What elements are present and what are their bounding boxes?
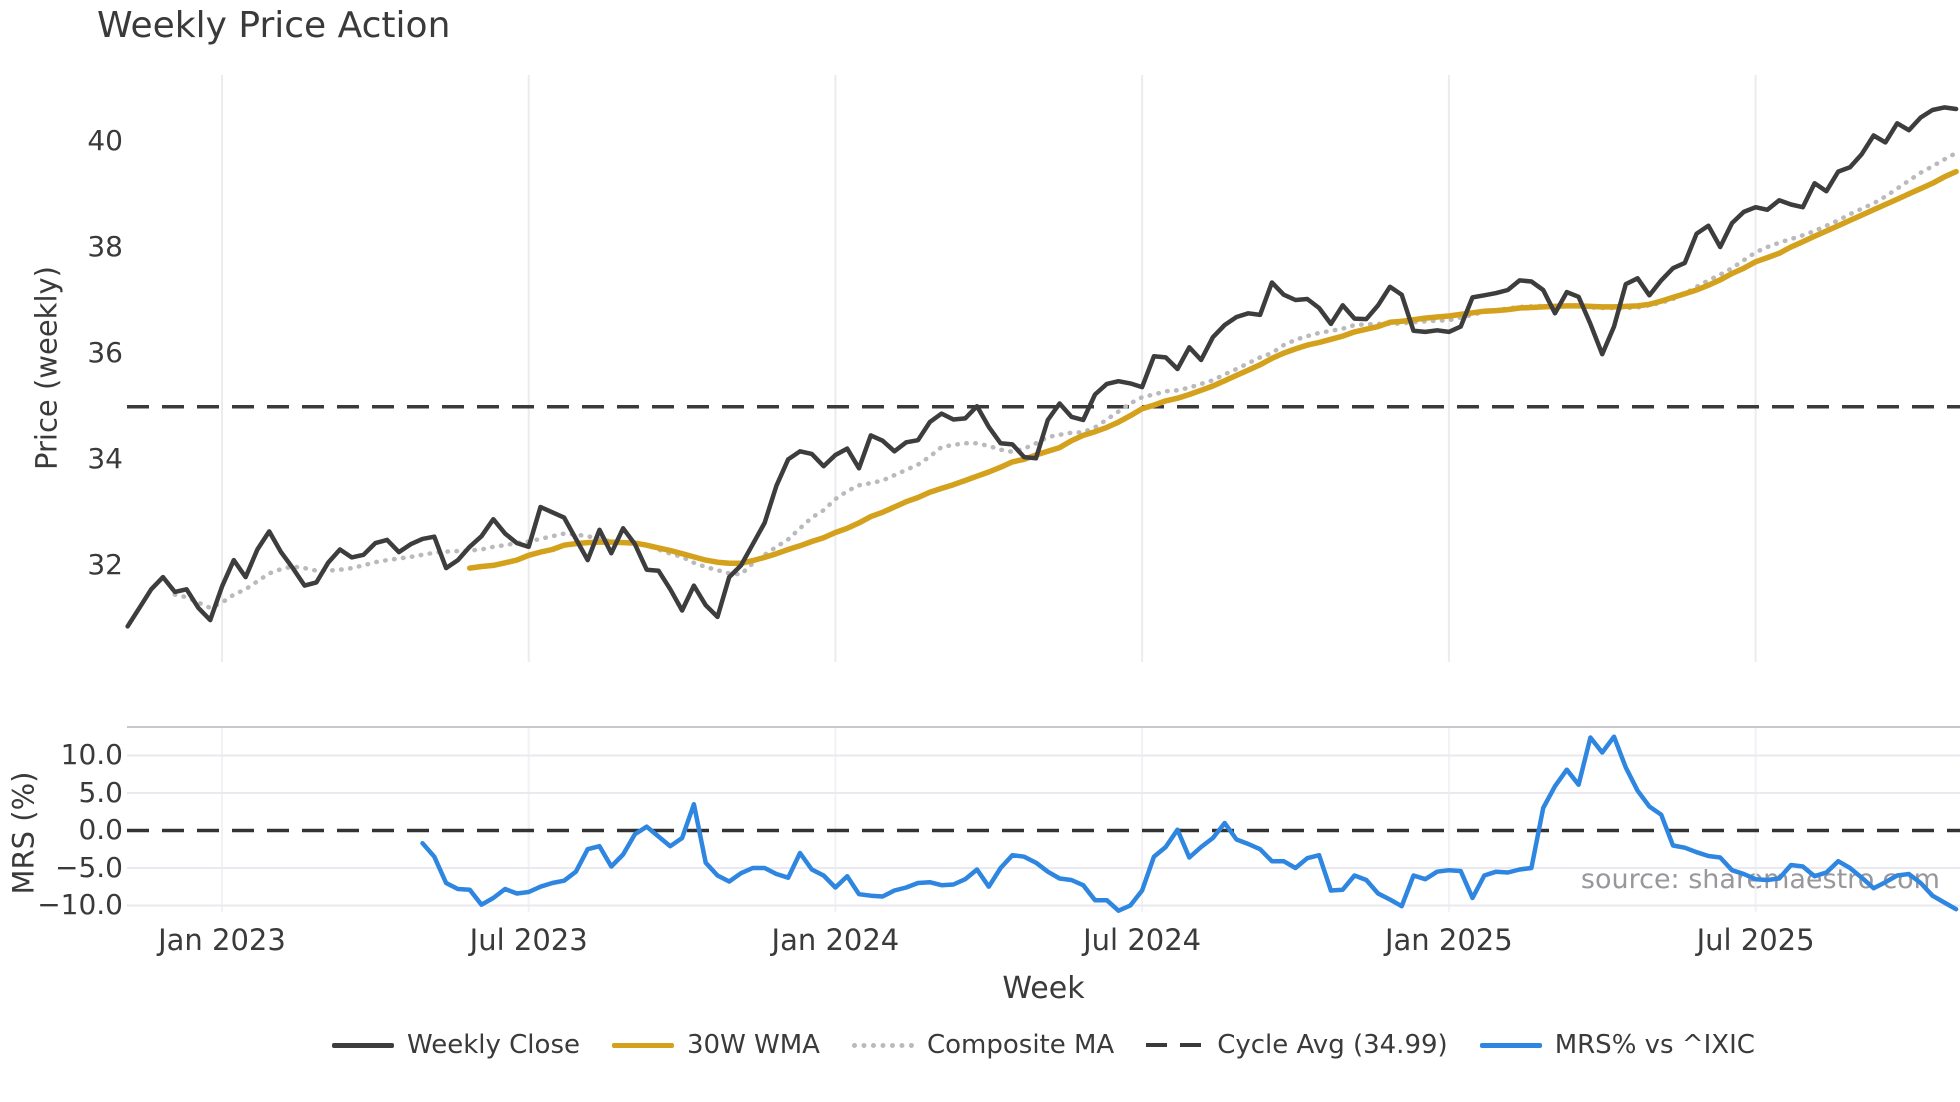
x-axis-label: Week	[1002, 971, 1085, 1006]
mrs-ytick: 5.0	[78, 775, 123, 809]
legend-label: Weekly Close	[407, 1030, 580, 1060]
mrs-ytick: 0.0	[78, 813, 123, 847]
price-ytick: 32	[87, 548, 123, 582]
chart-title: Weekly Price Action	[97, 5, 451, 46]
legend-swatch-solid	[1479, 1042, 1542, 1048]
legend-item: MRS% vs ^IXIC	[1479, 1030, 1755, 1060]
legend-label: 30W WMA	[686, 1030, 820, 1060]
legend-swatch-dashed	[1146, 1043, 1205, 1047]
price-ytick: 34	[87, 442, 123, 476]
legend-label: MRS% vs ^IXIC	[1554, 1030, 1755, 1060]
mrs-axis-label: MRS (%)	[6, 771, 41, 895]
x-tick: Jan 2025	[1384, 923, 1513, 957]
x-tick: Jan 2024	[771, 923, 900, 957]
30w-wma-line	[466, 168, 1959, 571]
composite-ma-line	[172, 150, 1959, 611]
price-ytick: 40	[87, 123, 123, 157]
legend-label: Composite MA	[926, 1030, 1115, 1060]
chart-legend: Weekly Close 30W WMA Composite MA Cycle Avg…	[127, 1030, 1960, 1060]
x-tick: Jul 2023	[469, 923, 588, 957]
legend-item: Weekly Close	[332, 1030, 580, 1060]
source-note: source: sharemaestro.com	[1580, 864, 1940, 895]
legend-swatch-solid	[611, 1042, 674, 1048]
price-axis-label: Price (weekly)	[29, 265, 64, 471]
legend-label: Cycle Avg (34.99)	[1217, 1030, 1448, 1060]
legend-item: Cycle Avg (34.99)	[1146, 1030, 1448, 1060]
x-tick: Jan 2023	[158, 923, 286, 957]
x-tick: Jul 2024	[1083, 923, 1202, 957]
x-tick: Jul 2025	[1696, 923, 1815, 957]
weekly-close-line	[125, 105, 1959, 629]
mrs-ytick: −5.0	[55, 850, 123, 884]
price-ytick: 36	[87, 336, 123, 370]
mrs-ytick: −10.0	[37, 888, 123, 922]
mrs-ytick: 10.0	[60, 738, 123, 772]
legend-item: Composite MA	[851, 1030, 1115, 1060]
legend-item: 30W WMA	[611, 1030, 820, 1060]
legend-swatch-solid	[332, 1042, 395, 1048]
price-ytick: 38	[87, 229, 123, 263]
legend-swatch-dotted	[851, 1042, 914, 1048]
